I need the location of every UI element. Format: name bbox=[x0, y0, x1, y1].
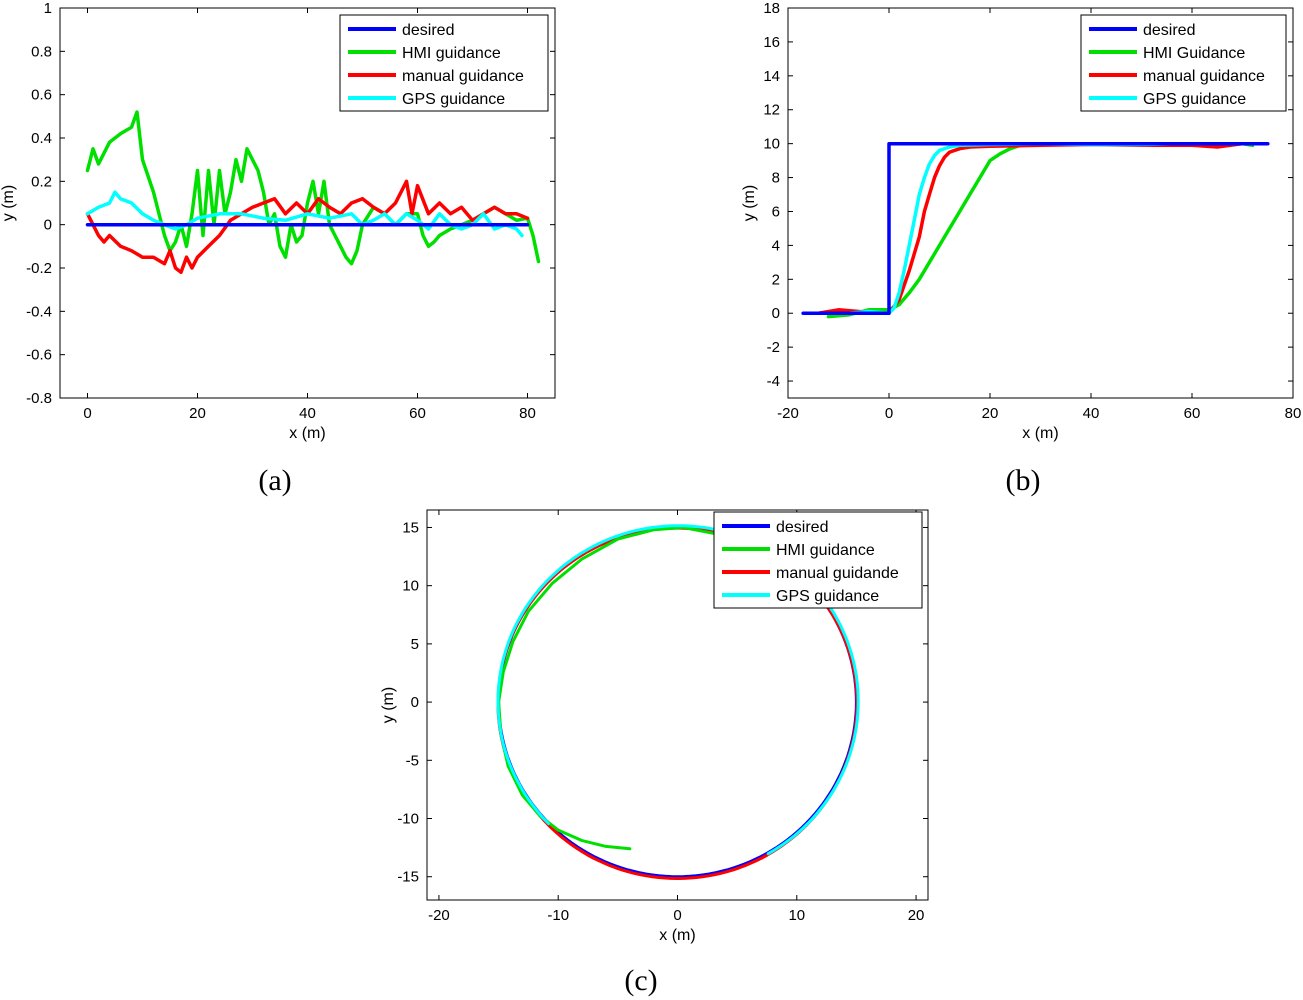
y-tick-label: 12 bbox=[763, 102, 780, 119]
legend-label: HMI Guidance bbox=[1143, 45, 1245, 62]
legend: desired HMI guidance manual guidande GPS gu… bbox=[713, 511, 923, 609]
y-tick-label: 10 bbox=[763, 136, 780, 153]
x-tick-label: -10 bbox=[547, 907, 569, 924]
series-line-gps bbox=[496, 524, 860, 856]
y-axis-label: y (m) bbox=[741, 185, 758, 221]
legend-label: GPS guidance bbox=[402, 91, 505, 108]
x-tick-label: -20 bbox=[428, 907, 450, 924]
y-tick-label: 16 bbox=[763, 34, 780, 51]
y-axis-label: y (m) bbox=[380, 687, 397, 723]
y-tick-label: -0.4 bbox=[26, 303, 52, 320]
y-tick-label: 6 bbox=[772, 203, 780, 220]
y-tick-label: -2 bbox=[767, 339, 780, 356]
x-axis-label: x (m) bbox=[1022, 425, 1058, 442]
legend: desired HMI guidance manual guidance GPS gu… bbox=[339, 14, 549, 112]
y-tick-label: 14 bbox=[763, 68, 780, 85]
panel-a: 0 20 40 60 80 -0.8 -0.6 -0.4 -0.2 0 0.2 0.4 0.6 0.8 1 x… bbox=[0, 0, 556, 497]
y-tick-label: 1 bbox=[44, 0, 52, 17]
panel-caption: (a) bbox=[258, 464, 291, 497]
series-line-gps bbox=[85, 190, 524, 238]
x-tick-label: 80 bbox=[1285, 405, 1302, 422]
x-tick-label: 20 bbox=[908, 907, 925, 924]
legend: desired HMI Guidance manual guidance GPS gu… bbox=[1080, 14, 1287, 112]
legend-label: GPS guidance bbox=[1143, 91, 1246, 108]
panel-caption: (b) bbox=[1006, 464, 1041, 497]
x-axis-label: x (m) bbox=[289, 425, 325, 442]
y-tick-label: 0.2 bbox=[31, 173, 52, 190]
series-line-manual bbox=[85, 179, 530, 275]
series-line-hmi bbox=[497, 526, 715, 851]
x-tick-label: 40 bbox=[299, 405, 316, 422]
y-tick-label: 4 bbox=[772, 237, 780, 254]
y-tick-label: -0.8 bbox=[26, 390, 52, 407]
y-tick-label: 0 bbox=[44, 217, 52, 234]
legend-label: HMI guidance bbox=[402, 45, 501, 62]
x-tick-label: 10 bbox=[788, 907, 805, 924]
y-axis-label: y (m) bbox=[0, 185, 17, 221]
y-tick-label: -4 bbox=[767, 373, 780, 390]
y-tick-label: 0.8 bbox=[31, 43, 52, 60]
legend-label: manual guidande bbox=[776, 565, 899, 582]
y-tick-label: 0.4 bbox=[31, 130, 52, 147]
x-tick-label: 0 bbox=[83, 405, 91, 422]
panel-c: -20 -10 0 10 20 -15 -10 -5 0 5 10 15 x (m) y (m) desir… bbox=[380, 509, 929, 997]
y-tick-label: -5 bbox=[406, 752, 419, 769]
x-tick-label: 80 bbox=[519, 405, 536, 422]
legend-label: desired bbox=[1143, 22, 1195, 39]
panel-caption: (c) bbox=[624, 964, 657, 997]
x-tick-label: 60 bbox=[1184, 405, 1201, 422]
legend-label: manual guidance bbox=[1143, 68, 1265, 85]
y-tick-label: -15 bbox=[397, 869, 419, 886]
x-tick-label: 0 bbox=[885, 405, 893, 422]
y-tick-label: -10 bbox=[397, 811, 419, 828]
y-tick-label: 15 bbox=[402, 519, 419, 536]
legend-label: desired bbox=[402, 22, 454, 39]
x-tick-label: 20 bbox=[189, 405, 206, 422]
y-tick-label: 0 bbox=[772, 305, 780, 322]
x-tick-label: -20 bbox=[777, 405, 799, 422]
y-tick-label: 0 bbox=[411, 694, 419, 711]
y-tick-label: 2 bbox=[772, 271, 780, 288]
y-tick-label: 10 bbox=[402, 578, 419, 595]
legend-label: GPS guidance bbox=[776, 588, 879, 605]
x-tick-label: 60 bbox=[409, 405, 426, 422]
x-tick-label: 0 bbox=[673, 907, 681, 924]
x-tick-label: 20 bbox=[982, 405, 999, 422]
y-tick-label: 5 bbox=[411, 636, 419, 653]
y-tick-label: -0.6 bbox=[26, 347, 52, 364]
y-tick-label: 18 bbox=[763, 0, 780, 17]
x-tick-label: 40 bbox=[1083, 405, 1100, 422]
legend-label: HMI guidance bbox=[776, 542, 875, 559]
series-line-desired bbox=[801, 141, 1270, 315]
y-tick-label: 0.6 bbox=[31, 87, 52, 104]
x-axis-label: x (m) bbox=[659, 927, 695, 944]
y-tick-label: -0.2 bbox=[26, 260, 52, 277]
legend-label: desired bbox=[776, 519, 828, 536]
legend-label: manual guidance bbox=[402, 68, 524, 85]
y-tick-label: 8 bbox=[772, 170, 780, 187]
